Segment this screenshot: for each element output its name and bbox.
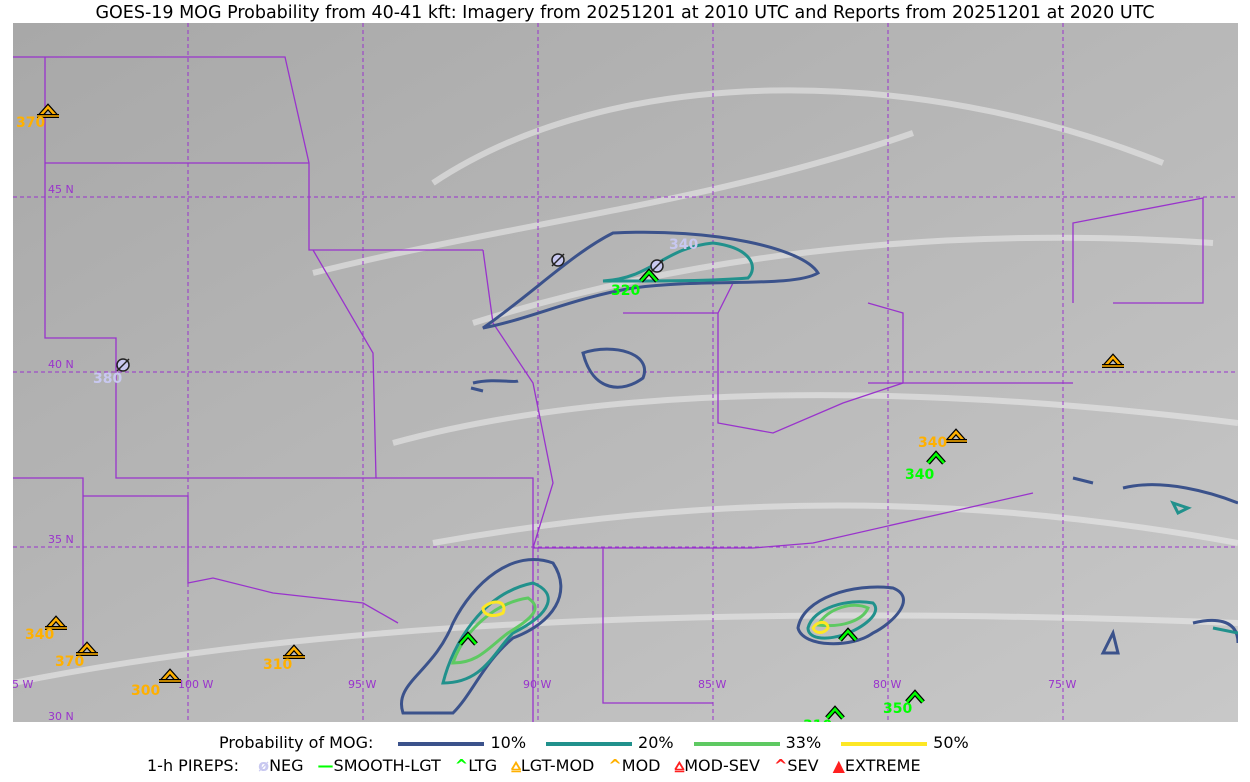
pirep-ltg xyxy=(838,627,858,642)
prob-legend-text: 20% xyxy=(638,733,674,752)
pirep-legend-item: ^LTG xyxy=(455,756,497,775)
pirep-legend-text: SEV xyxy=(787,756,819,775)
pirep-lgt-mod xyxy=(37,103,59,118)
pirep-legend-item: ^MOD xyxy=(608,756,660,775)
pirep-legend-text: SMOOTH-LGT xyxy=(333,756,441,775)
prob-legend-text: 50% xyxy=(933,733,969,752)
line-swatch-icon xyxy=(841,741,928,746)
map-svg: 45 N 40 N 35 N 30 N 105 W 100 W 95 W 90 W 85 W 80… xyxy=(0,23,1240,734)
pirep-legend-text: MOD xyxy=(621,756,661,775)
state-borders xyxy=(13,56,1204,723)
pirep-altitude: 350 xyxy=(883,701,912,717)
pirep-legend: 1-h PIREPS: øNEG —SMOOTH-LGT ^LTG ⩠LGT-MOD ^… xyxy=(147,756,921,776)
pirep-legend-text: EXTREME xyxy=(844,756,921,775)
double-caret-bar-icon: ⩠ xyxy=(674,756,685,775)
pirep-legend-label: 1-h PIREPS: xyxy=(147,756,239,775)
lon-label: 75 W xyxy=(1048,678,1076,691)
pirep-altitude: 310 xyxy=(803,718,832,722)
prob-legend-item: 20% xyxy=(540,733,674,752)
pirep-altitude: 340 xyxy=(669,237,698,253)
pirep-legend-item: ⩠MOD-SEV xyxy=(675,756,760,776)
lon-label: 95 W xyxy=(348,678,376,691)
lat-label: 45 N xyxy=(48,183,74,196)
line-swatch-icon xyxy=(398,741,485,746)
pirep-lgt-mod xyxy=(1102,353,1124,368)
lon-label: 100 W xyxy=(178,678,213,691)
pirep-altitude: 370 xyxy=(55,654,84,670)
probability-legend: Probability of MOG: 10% 20% 33% 50% xyxy=(219,733,969,752)
lat-label: 30 N xyxy=(48,710,74,722)
prob-legend-item: 33% xyxy=(688,733,822,752)
pirep-ltg xyxy=(905,689,925,704)
lat-lon-grid xyxy=(13,23,1238,722)
pirep-ltg xyxy=(639,268,659,283)
pirep-markers: 370380340320340340340370300310310350 xyxy=(16,103,1124,734)
pirep-legend-item: ⩠LGT-MOD xyxy=(511,756,594,776)
pirep-ltg xyxy=(825,705,845,720)
pirep-altitude: 300 xyxy=(131,683,160,699)
pirep-lgt-mod xyxy=(283,644,305,659)
pirep-lgt-mod xyxy=(45,615,67,630)
lon-label: 90 W xyxy=(523,678,551,691)
double-caret-icon: ^ xyxy=(773,756,788,775)
pirep-legend-item: —SMOOTH-LGT xyxy=(318,756,441,775)
prob-legend-text: 33% xyxy=(785,733,822,752)
prob-legend-item: 50% xyxy=(835,733,969,752)
filled-triangle-icon: ▲ xyxy=(832,756,845,775)
pirep-legend-text: MOD-SEV xyxy=(684,756,760,775)
pirep-altitude: 310 xyxy=(263,657,292,673)
pirep-altitude: 370 xyxy=(16,115,45,131)
pirep-altitude: 340 xyxy=(918,435,947,451)
lat-label: 40 N xyxy=(48,358,74,371)
mog-contours xyxy=(400,230,1240,715)
pirep-neg xyxy=(116,358,130,372)
line-icon: — xyxy=(317,756,334,775)
map-title: GOES-19 MOG Probability from 40-41 kft: … xyxy=(95,3,1155,23)
pirep-ltg xyxy=(458,631,478,646)
caret-icon: ^ xyxy=(454,756,469,775)
caret-bar-icon: ⩠ xyxy=(511,756,521,775)
pirep-legend-item: ▲EXTREME xyxy=(833,756,921,775)
prob-legend-item: 10% xyxy=(392,733,526,752)
lon-label: 85 W xyxy=(698,678,726,691)
pirep-legend-text: LTG xyxy=(468,756,498,775)
pirep-lgt-mod xyxy=(159,668,181,683)
caret-icon: ^ xyxy=(608,756,622,775)
pirep-ltg xyxy=(926,450,946,465)
pirep-lgt-mod xyxy=(945,428,967,443)
cloud-streaks xyxy=(12,87,1239,686)
pirep-neg xyxy=(650,259,664,273)
line-swatch-icon xyxy=(693,741,780,746)
pirep-legend-text: LGT-MOD xyxy=(520,756,595,775)
pirep-neg xyxy=(551,253,565,267)
pirep-altitude: 380 xyxy=(93,371,122,387)
lon-label: 105 W xyxy=(13,678,33,691)
lon-label: 80 W xyxy=(873,678,901,691)
pirep-lgt-mod xyxy=(76,641,98,656)
line-swatch-icon xyxy=(546,741,633,746)
pirep-altitude: 320 xyxy=(611,283,640,299)
neg-icon: ø xyxy=(258,756,270,775)
pirep-legend-text: NEG xyxy=(269,756,304,775)
prob-legend-label: Probability of MOG: xyxy=(219,733,374,752)
pirep-altitude: 340 xyxy=(905,467,934,483)
lat-label: 35 N xyxy=(48,533,74,546)
pirep-legend-item: øNEG xyxy=(258,756,303,775)
pirep-altitude: 340 xyxy=(25,627,54,643)
prob-legend-text: 10% xyxy=(490,733,527,752)
satellite-map: 45 N 40 N 35 N 30 N 105 W 100 W 95 W 90 W 85 W 80… xyxy=(0,23,1240,734)
pirep-legend-item: ^SEV xyxy=(774,756,819,775)
